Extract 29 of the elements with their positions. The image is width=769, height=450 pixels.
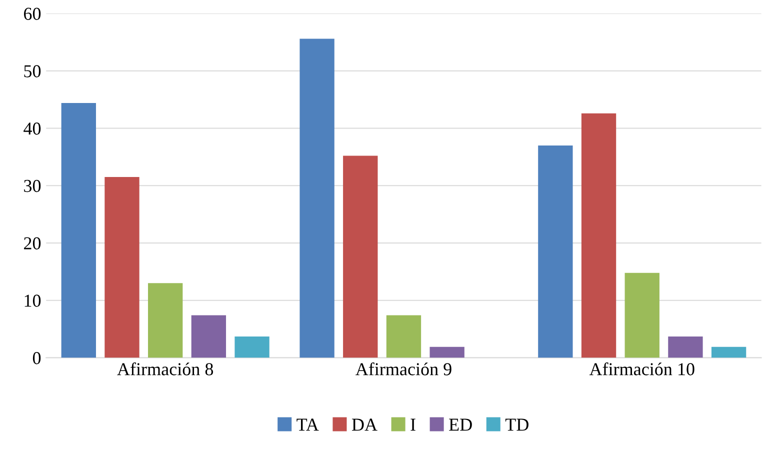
bar <box>61 103 96 358</box>
bar <box>668 336 703 358</box>
bar <box>300 38 334 358</box>
legend-label: TA <box>296 418 319 431</box>
bar <box>191 315 226 358</box>
bar <box>538 145 573 358</box>
bar <box>711 346 746 358</box>
legend-label: I <box>410 418 416 431</box>
legend-label: TD <box>505 418 528 431</box>
x-tick-label: Afirmación 10 <box>589 362 694 376</box>
legend-label: ED <box>449 418 472 431</box>
legend-label: DA <box>352 418 378 431</box>
x-tick-label: Afirmación 9 <box>356 362 452 376</box>
y-tick-label: 50 <box>24 65 41 78</box>
y-tick-label: 40 <box>24 122 41 135</box>
bar <box>343 156 378 358</box>
bar <box>234 336 270 358</box>
bar <box>104 177 140 358</box>
bar <box>148 283 183 358</box>
bar <box>386 315 422 358</box>
bar <box>581 113 616 358</box>
y-tick-label: 60 <box>24 8 41 20</box>
bar <box>430 346 464 358</box>
y-tick-label: 30 <box>24 180 41 192</box>
y-tick-label: 0 <box>32 352 41 364</box>
x-tick-label: Afirmación 8 <box>117 362 214 376</box>
bar <box>624 272 660 358</box>
y-tick-label: 10 <box>24 294 41 307</box>
y-tick-label: 20 <box>24 237 41 250</box>
